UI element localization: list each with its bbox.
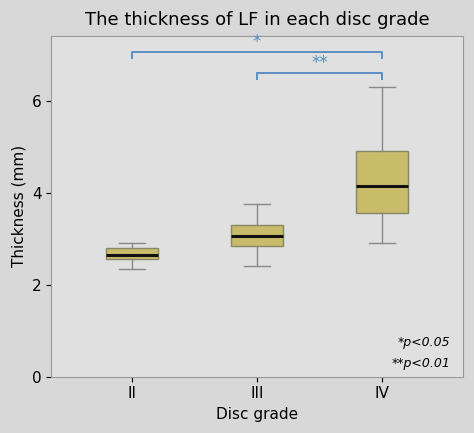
Text: **p<0.01: **p<0.01 (392, 357, 450, 370)
Text: *: * (253, 33, 261, 51)
PathPatch shape (231, 225, 283, 246)
PathPatch shape (106, 248, 158, 259)
Text: *p<0.05: *p<0.05 (398, 336, 450, 349)
Title: The thickness of LF in each disc grade: The thickness of LF in each disc grade (85, 11, 429, 29)
PathPatch shape (356, 151, 408, 213)
X-axis label: Disc grade: Disc grade (216, 407, 298, 422)
Y-axis label: Thickness (mm): Thickness (mm) (11, 145, 26, 268)
Text: **: ** (311, 54, 328, 71)
